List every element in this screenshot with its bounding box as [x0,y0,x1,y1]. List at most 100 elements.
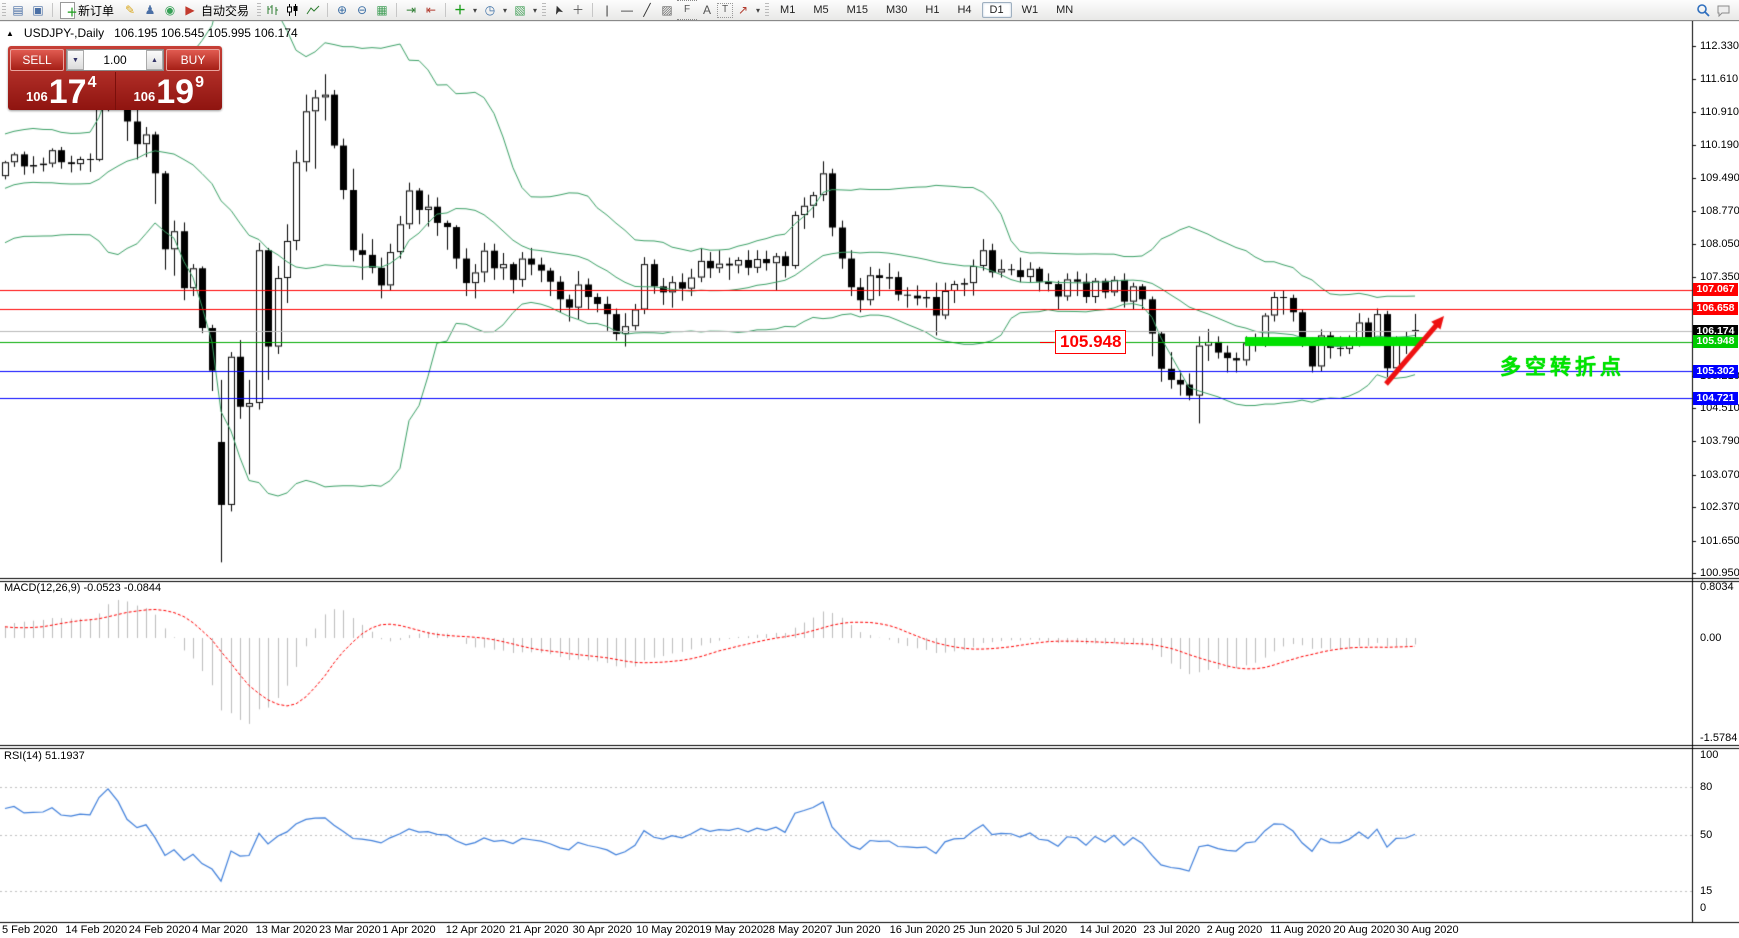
timeframe-button-m1[interactable]: M1 [780,4,796,16]
sell-price-display[interactable]: 106 17 4 [8,72,116,110]
buy-price-display[interactable]: 106 19 9 [116,72,223,110]
timeframe-button-m30[interactable]: M30 [886,4,908,16]
date-axis-label: 4 Mar 2020 [192,924,248,936]
chart-canvas[interactable] [0,20,1739,938]
chart-window: ▲ USDJPY-,Daily 106.195 106.545 105.995 … [0,20,1739,938]
date-axis-label: 5 Feb 2020 [2,924,58,936]
market-watch-icon[interactable]: ▤ [12,3,24,17]
price-axis-tick: 109.490 [1700,171,1739,184]
price-axis-tick: 102.370 [1700,501,1739,514]
date-axis-label: 12 Apr 2020 [445,924,506,936]
toolbar-grip [257,3,262,17]
date-axis-label: 21 Apr 2020 [509,924,569,936]
price-callout-105948[interactable]: 105.948 [1040,330,1127,354]
tile-windows-icon[interactable]: ▦ [376,3,388,17]
macd-indicator-label: MACD(12,26,9) -0.0523 -0.0844 [4,582,162,594]
toolbar-separator [445,3,447,17]
metaeditor-icon[interactable]: ✎ [124,3,136,17]
chart-ohlc-readout: 106.195 106.545 105.995 106.174 [114,26,298,40]
price-tag-104721: 104.721 [1693,391,1738,405]
vertical-line-icon[interactable]: | [605,3,609,17]
date-axis-label: 23 Mar 2020 [319,924,381,936]
cursor-icon[interactable]: ➤ [549,2,567,18]
callout-price-text: 105.948 [1055,330,1127,354]
timeframe-button-h4[interactable]: H4 [957,4,972,16]
macd-axis-tick: 0.00 [1700,632,1722,644]
templates-icon[interactable]: ▧ [514,3,526,17]
macd-axis-tick: 0.8034 [1700,580,1734,593]
price-axis-tick: 107.350 [1700,270,1739,283]
trendline-icon[interactable]: ╱ [643,3,651,17]
macd-axis-tick: -1.5784 [1700,732,1738,745]
volume-input[interactable] [84,50,146,70]
timeframe-button-d1[interactable]: D1 [981,2,1012,18]
main-toolbar: ▤ ▣ ＋ 新订单 ✎ ♟ ◉ ▶ 自动交易 ⊕ ⊖ ▦ ⇥ ⇤ ＋ ▾ ◷ ▾… [0,0,1739,21]
timeframe-button-w1[interactable]: W1 [1021,4,1039,16]
date-axis-label: 19 May 2020 [699,924,763,936]
timeframe-button-mn[interactable]: MN [1056,4,1074,16]
buy-price-big: 19 [156,73,195,111]
horizontal-line-icon[interactable]: — [621,3,634,17]
arrows-dropdown-icon[interactable]: ▾ [756,5,761,15]
volume-decrease-button[interactable]: ▼ [67,50,84,70]
templates-dropdown-icon[interactable]: ▾ [533,5,538,15]
volume-increase-button[interactable]: ▲ [146,50,163,70]
sell-button[interactable]: SELL [10,49,64,71]
timeframe-button-h1[interactable]: H1 [925,4,940,16]
zoom-in-icon[interactable]: ⊕ [337,3,348,17]
equidistant-channel-icon[interactable]: ▨ [661,3,673,17]
price-tag-106658: 106.658 [1693,302,1738,316]
rsi-indicator-label: RSI(14) 51.1937 [4,750,85,762]
chart-shift-icon[interactable]: ⇤ [426,3,437,17]
periods-icon[interactable]: ◷ [484,3,496,17]
rsi-axis-tick: 15 [1700,885,1713,897]
crosshair-icon[interactable]: ＋ [572,3,585,17]
new-chart-dropdown-icon[interactable]: ▾ [473,5,478,15]
timeframe-button-m5[interactable]: M5 [813,4,829,16]
date-axis-label: 28 May 2020 [762,924,827,936]
auto-scroll-icon[interactable]: ⇥ [406,3,417,17]
search-icon[interactable] [1693,1,1713,19]
sell-price-pip: 4 [87,74,97,91]
toolbar-separator [327,3,329,17]
new-chart-icon[interactable]: ＋ [454,3,467,17]
chat-icon[interactable] [1713,1,1733,19]
zoom-out-icon[interactable]: ⊖ [357,3,368,17]
one-click-trading-panel: SELL ▼ ▲ BUY 106 17 4 106 19 9 [8,46,222,110]
arrows-tool-icon[interactable]: ↗ [738,3,749,17]
new-order-icon[interactable]: ＋ [57,1,78,19]
signals-icon[interactable]: ◉ [164,3,176,17]
bar-chart-icon[interactable] [263,1,283,19]
buy-button[interactable]: BUY [166,49,220,71]
fibonacci-icon[interactable]: F [677,0,698,20]
line-chart-icon[interactable] [303,1,323,19]
price-axis-tick: 103.070 [1700,468,1739,481]
buy-price-pip: 9 [195,74,204,91]
periods-dropdown-icon[interactable]: ▾ [503,5,508,15]
autotrading-icon[interactable]: ▶ [185,3,195,17]
new-order-button[interactable]: 新订单 [78,3,115,18]
timeframe-buttons: M1 M5 M15 M30 H1 H4 D1 W1 MN [771,2,1082,18]
price-axis-tick: 112.330 [1700,40,1739,52]
timeframe-button-m15[interactable]: M15 [846,4,868,16]
text-label-icon[interactable]: T [717,2,734,18]
toolbar-right-group [1693,1,1739,19]
candlestick-chart-icon[interactable] [283,1,303,19]
sell-price-big: 17 [48,73,87,111]
toolbar-separator [52,3,53,17]
symbol-collapse-icon[interactable]: ▲ [6,28,14,38]
autotrading-button[interactable]: 自动交易 [201,3,250,18]
price-axis-tick: 100.950 [1700,567,1739,579]
rsi-axis-tick: 80 [1700,781,1713,793]
price-axis-tick: 101.650 [1700,534,1739,547]
date-axis-label: 7 Jun 2020 [826,924,881,936]
plus-icon: ＋ [66,6,78,19]
date-axis-label: 2 Aug 2020 [1206,924,1263,936]
expert-advisors-icon[interactable]: ♟ [144,3,156,17]
data-window-icon[interactable]: ▣ [32,3,44,17]
date-axis-label: 16 Jun 2020 [889,924,951,936]
chart-title: ▲ USDJPY-,Daily 106.195 106.545 105.995 … [6,26,298,40]
trend-turning-point-note[interactable]: 多空转折点 [1500,356,1625,379]
text-tool-icon[interactable]: A [703,3,712,17]
